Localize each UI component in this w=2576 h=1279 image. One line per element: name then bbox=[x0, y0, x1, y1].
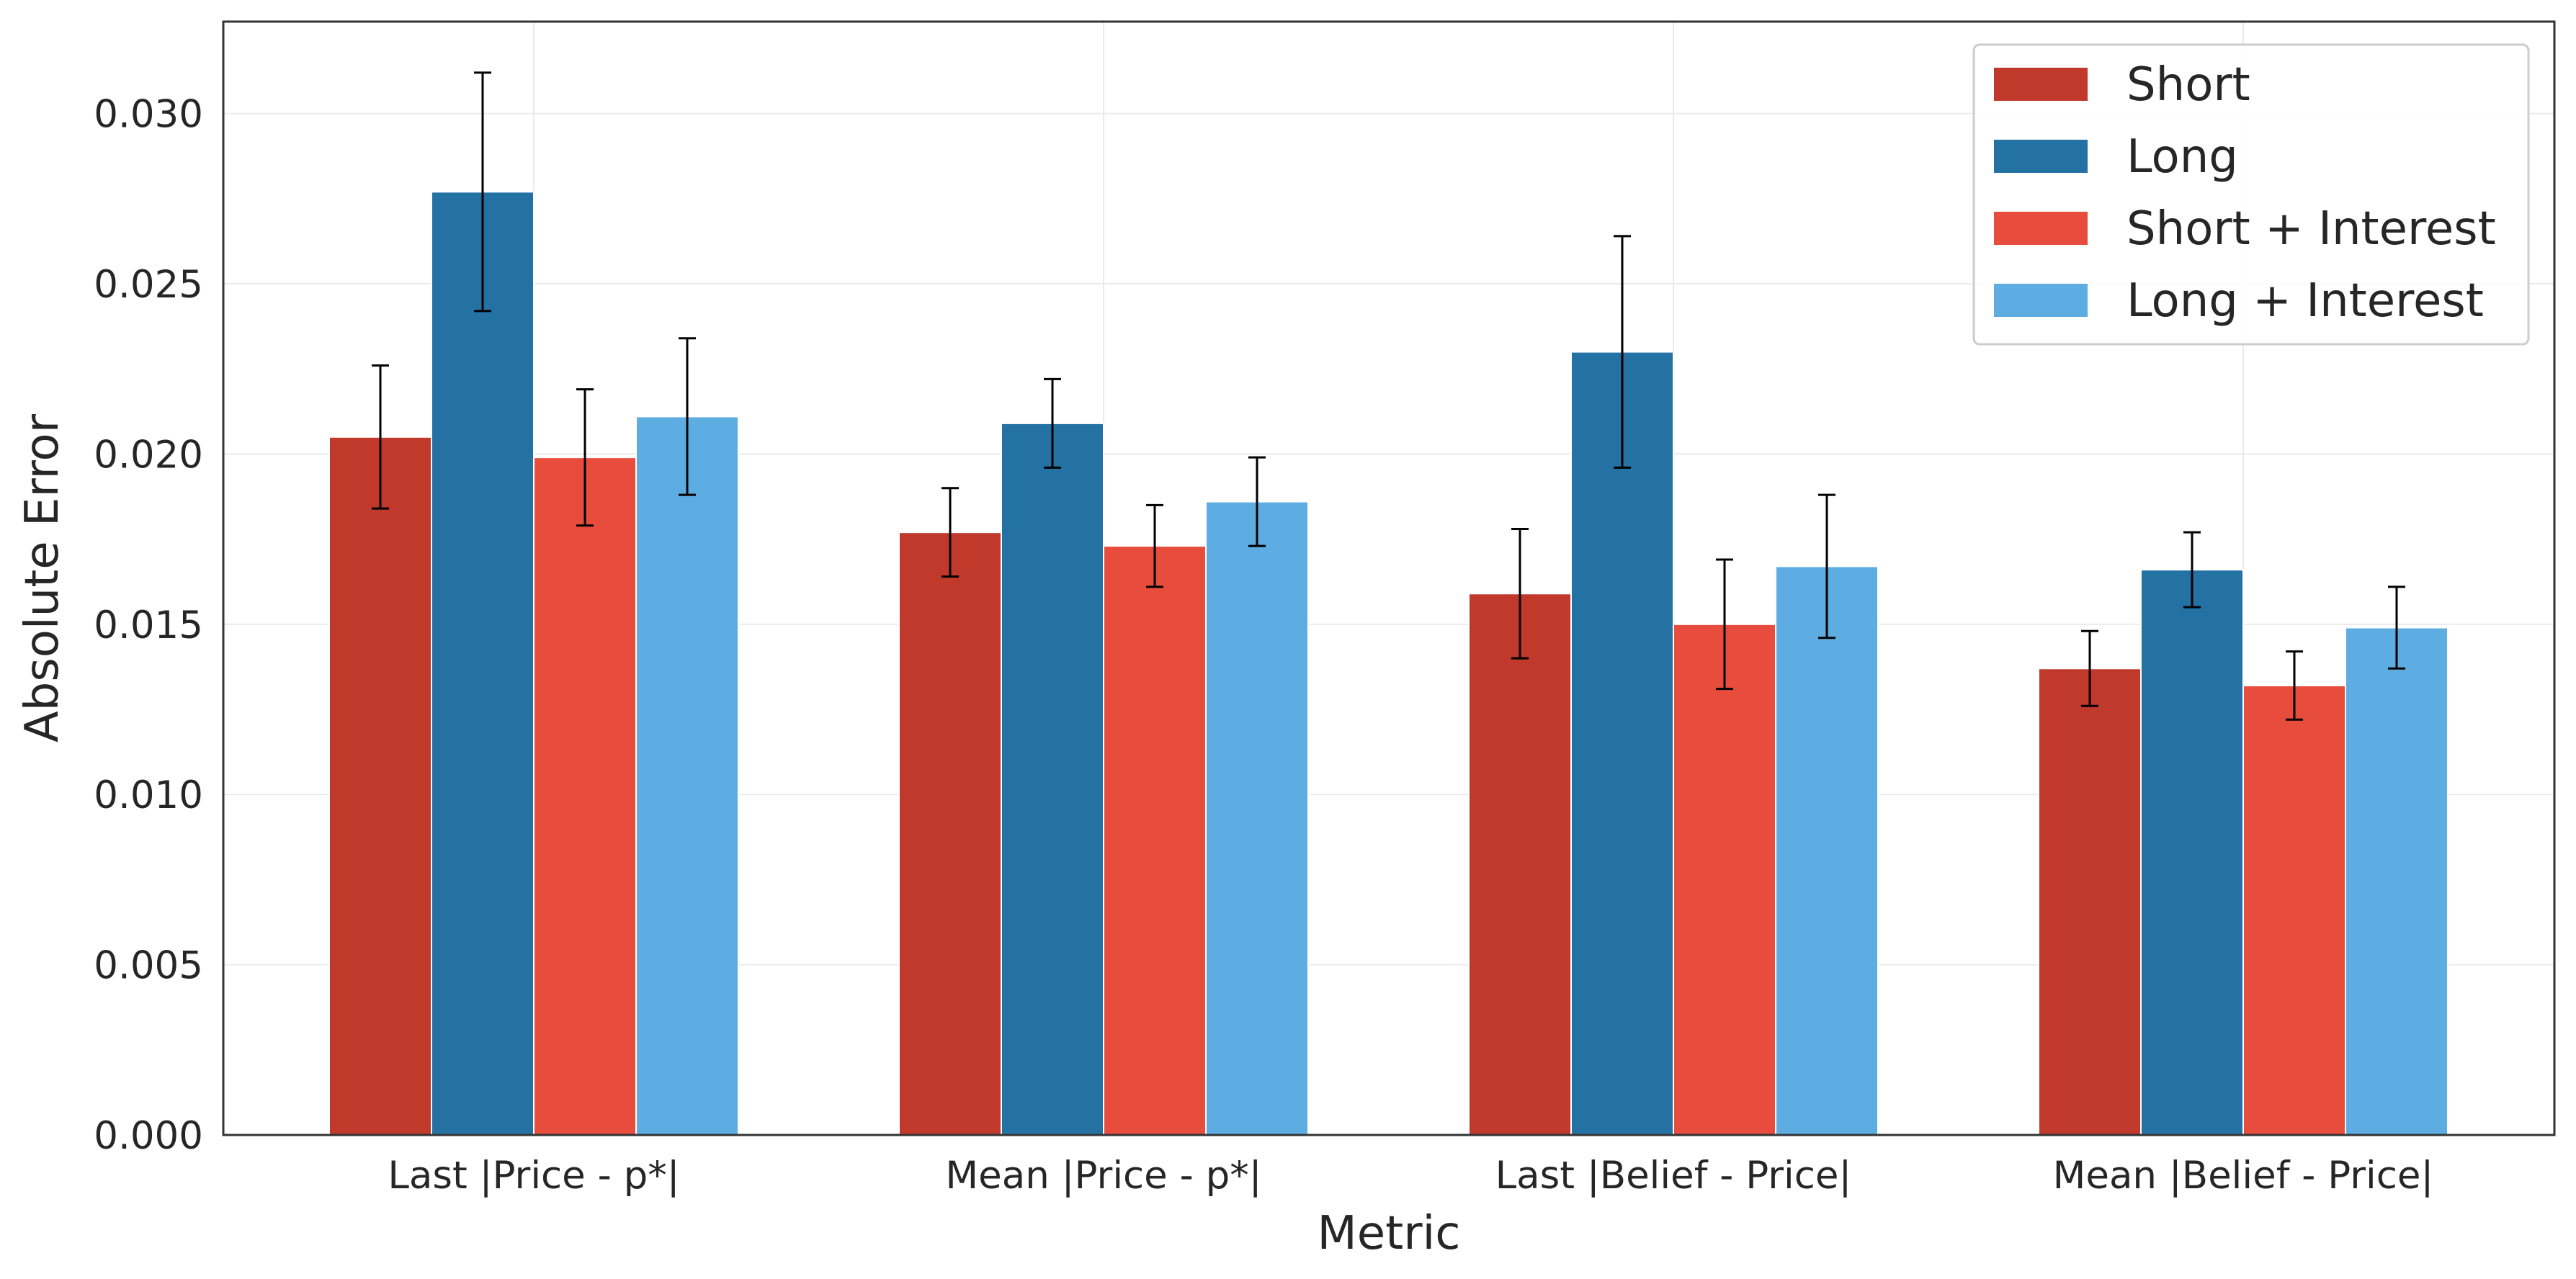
legend-label-short: Short bbox=[2126, 58, 2250, 112]
y-tick-label-6: 0.030 bbox=[94, 93, 203, 137]
legend-swatch-short-interest bbox=[1994, 212, 2088, 245]
bar-long-3 bbox=[2140, 569, 2244, 1136]
error-bar-short-3 bbox=[2081, 629, 2098, 707]
legend-label-long-interest: Long + Interest bbox=[2126, 274, 2484, 328]
error-bar-short-interest-3 bbox=[2286, 650, 2303, 721]
bar-long-interest-2 bbox=[1775, 565, 1879, 1136]
bar-long-0 bbox=[431, 191, 535, 1136]
error-bars-group bbox=[372, 71, 2405, 721]
y-tick-label-5: 0.025 bbox=[94, 263, 203, 307]
bar-short-interest-3 bbox=[2242, 684, 2346, 1136]
legend: Short Long Short + Interest Long + Interest bbox=[1972, 43, 2530, 346]
legend-swatch-short bbox=[1994, 68, 2088, 101]
legend-label-long: Long bbox=[2126, 130, 2238, 184]
bar-long-2 bbox=[1570, 351, 1674, 1136]
y-tick-label-4: 0.020 bbox=[94, 433, 203, 477]
error-bar-long-2 bbox=[1614, 235, 1631, 469]
x-tick-label-1: Mean |Price - p*| bbox=[945, 1154, 1261, 1198]
y-tick-label-2: 0.010 bbox=[94, 773, 203, 817]
y-axis-title: Absolute Error bbox=[16, 413, 69, 742]
legend-swatch-long bbox=[1994, 140, 2088, 173]
y-tick-label-0: 0.000 bbox=[94, 1114, 203, 1158]
error-bar-short-2 bbox=[1511, 527, 1529, 660]
x-tick-label-3: Mean |Belief - Price| bbox=[2053, 1154, 2434, 1198]
error-bar-long-3 bbox=[2183, 531, 2201, 609]
error-bar-long-1 bbox=[1044, 377, 1061, 469]
bar-long-interest-3 bbox=[2345, 627, 2448, 1136]
x-tick-label-0: Last |Price - p*| bbox=[388, 1154, 679, 1198]
legend-box bbox=[1972, 43, 2530, 346]
legend-item-short-interest: Short + Interest bbox=[1994, 202, 2496, 256]
y-tick-label-3: 0.015 bbox=[94, 603, 203, 647]
error-bar-short-interest-0 bbox=[576, 388, 594, 527]
bars-group bbox=[328, 191, 2448, 1136]
error-bar-short-interest-1 bbox=[1146, 503, 1163, 588]
bar-long-interest-1 bbox=[1205, 501, 1309, 1136]
error-bar-long-interest-1 bbox=[1248, 456, 1266, 547]
bar-short-2 bbox=[1468, 593, 1572, 1136]
y-tick-label-1: 0.005 bbox=[94, 944, 203, 988]
x-tick-label-2: Last |Belief - Price| bbox=[1495, 1154, 1852, 1198]
error-bar-long-interest-0 bbox=[679, 337, 696, 496]
error-bar-short-0 bbox=[372, 364, 389, 510]
bar-short-interest-1 bbox=[1103, 545, 1207, 1136]
bar-short-interest-2 bbox=[1673, 623, 1776, 1136]
legend-item-short: Short bbox=[1994, 58, 2250, 112]
error-bar-long-interest-3 bbox=[2388, 585, 2405, 670]
bar-short-3 bbox=[2038, 668, 2142, 1136]
bar-short-1 bbox=[898, 531, 1002, 1136]
error-bar-short-1 bbox=[942, 487, 959, 578]
plot-frame bbox=[222, 20, 2556, 1136]
error-bar-long-interest-2 bbox=[1818, 493, 1835, 640]
legend-item-long-interest: Long + Interest bbox=[1994, 274, 2484, 328]
x-axis-ticks: Last |Price - p*| Mean |Price - p*| Last |… bbox=[388, 1154, 2433, 1198]
legend-swatch-long-interest bbox=[1994, 284, 2088, 317]
legend-item-long: Long bbox=[1994, 130, 2238, 184]
bar-long-interest-0 bbox=[635, 416, 739, 1136]
bar-long-1 bbox=[1001, 422, 1104, 1136]
x-axis-title: Metric bbox=[1318, 1207, 1461, 1260]
legend-label-short-interest: Short + Interest bbox=[2126, 202, 2496, 256]
bar-short-0 bbox=[328, 436, 432, 1136]
error-bar-short-interest-2 bbox=[1716, 558, 1733, 691]
y-axis-ticks: 0.000 0.005 0.010 0.015 0.020 0.025 0.030 bbox=[94, 93, 203, 1158]
bar-short-interest-0 bbox=[533, 457, 637, 1136]
error-bar-long-0 bbox=[474, 71, 491, 313]
